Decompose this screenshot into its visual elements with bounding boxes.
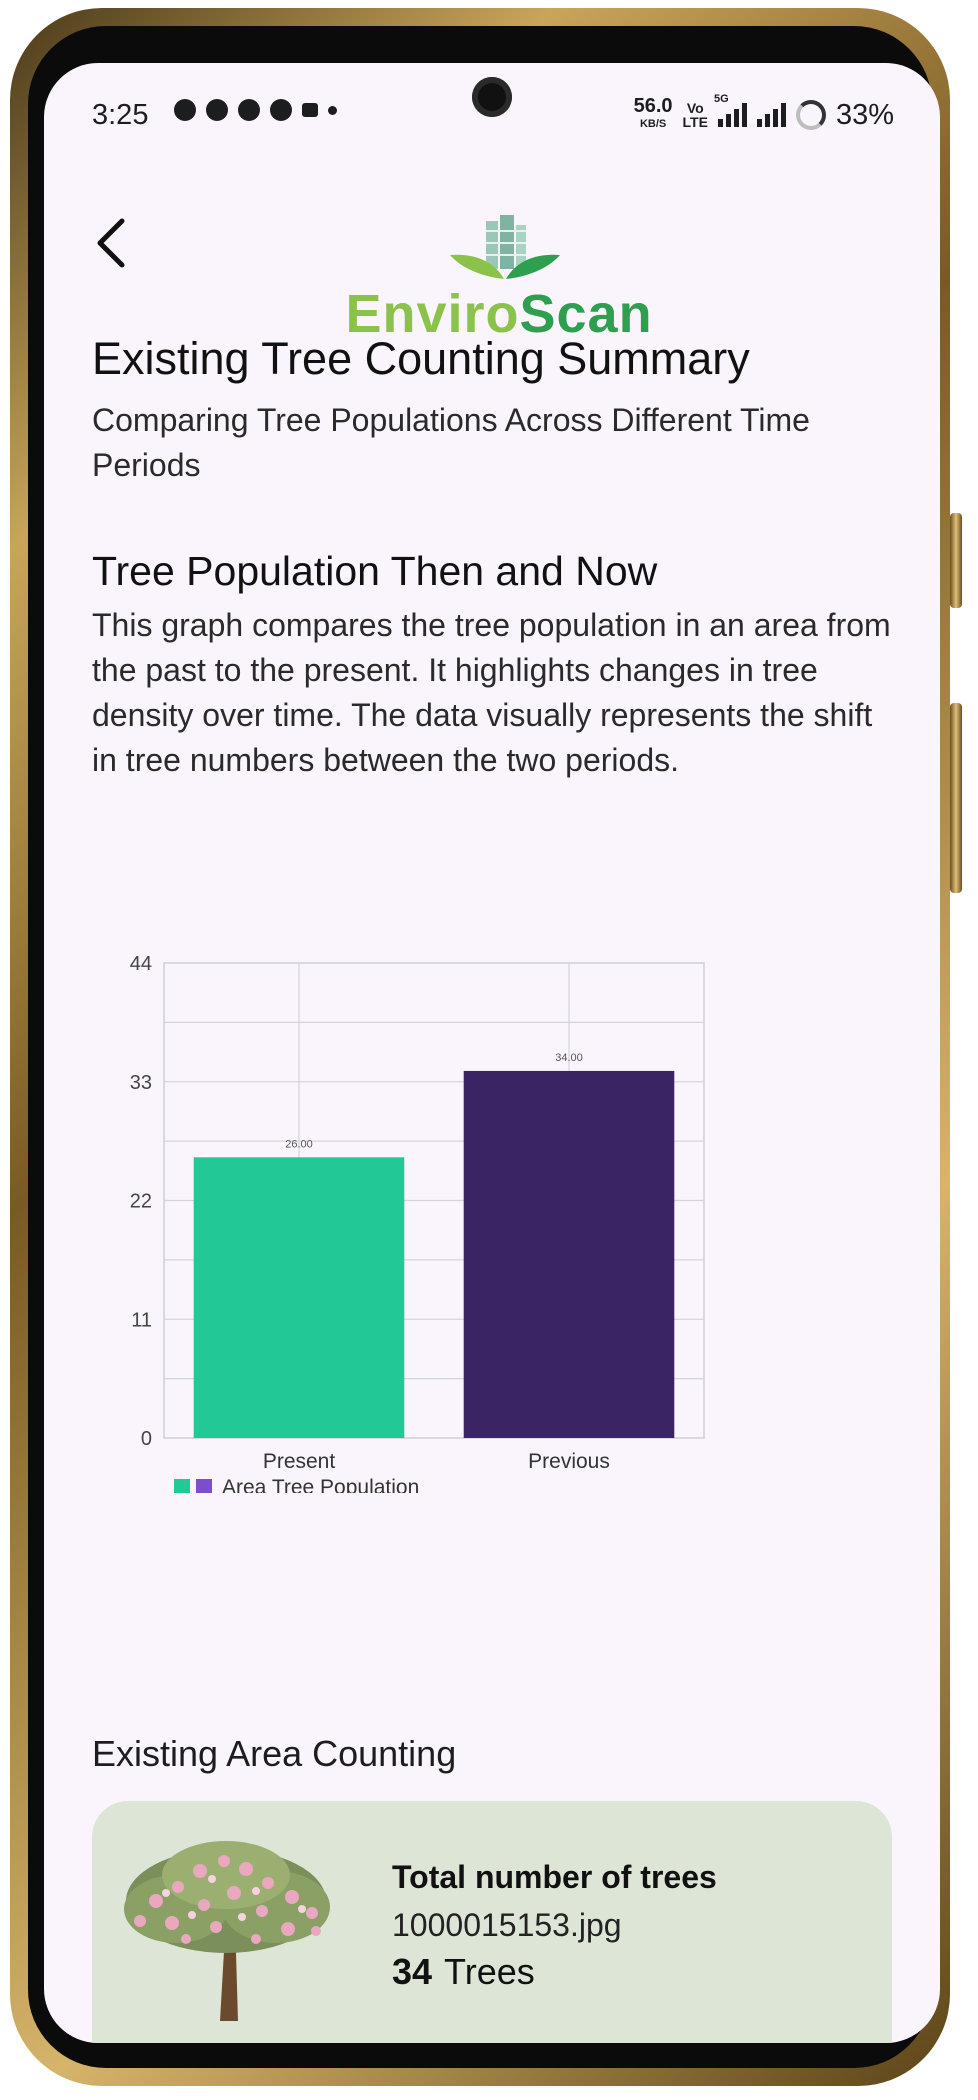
status-right: 56.0 KB/S Vo LTE 5G 33% xyxy=(633,93,894,133)
front-camera xyxy=(472,77,512,117)
page-title: Existing Tree Counting Summary xyxy=(92,333,750,384)
chart-x-tick-label: Present xyxy=(263,1450,336,1473)
logo-text-part2: Scan xyxy=(519,284,653,344)
chart-y-tick-label: 0 xyxy=(141,1428,152,1450)
chart-legend-swatch-previous xyxy=(196,1479,212,1493)
side-button-lower xyxy=(950,703,962,893)
chart-y-tick-label: 33 xyxy=(130,1072,152,1094)
volte-indicator: Vo LTE xyxy=(683,101,708,129)
back-button[interactable] xyxy=(92,208,152,278)
chart-data-label: 34.00 xyxy=(555,1052,583,1064)
chart-x-tick-label: Previous xyxy=(528,1450,610,1473)
chart-data-label: 26.00 xyxy=(285,1138,313,1150)
existing-area-title: Existing Area Counting xyxy=(92,1733,457,1774)
media-icon xyxy=(302,103,318,117)
signal-5g-icon: 5G xyxy=(714,93,747,127)
chart-y-tick-label: 22 xyxy=(130,1191,152,1213)
chart-legend-swatch-present xyxy=(174,1479,190,1493)
flowering-tree-image xyxy=(124,1841,330,2021)
whatsapp-icon xyxy=(238,99,260,121)
location-icon xyxy=(270,99,292,121)
side-button-upper xyxy=(950,513,962,608)
signal-icon xyxy=(756,103,786,127)
graph-description: This graph compares the tree population … xyxy=(92,607,891,778)
app-logo: EnviroScan xyxy=(334,213,664,344)
app-screen: 3:25 56.0 KB/S Vo LTE 5G xyxy=(44,63,940,2043)
tree-count-value: 34 xyxy=(392,1951,433,1992)
network-type: 5G xyxy=(713,93,729,105)
chart-y-tick-label: 11 xyxy=(131,1309,152,1331)
tree-count: 34 Trees xyxy=(392,1951,535,1993)
arrow-left-icon xyxy=(97,218,125,268)
tree-count-unit: Trees xyxy=(444,1951,535,1992)
chart-legend-label: Area Tree Population xyxy=(222,1476,419,1493)
network-speed: 56.0 KB/S xyxy=(633,95,673,133)
chart-y-tick-label: 44 xyxy=(130,953,152,975)
network-speed-value: 56.0 xyxy=(633,95,673,117)
graph-title: Tree Population Then and Now xyxy=(92,548,658,594)
chart-bar-previous xyxy=(463,1070,675,1438)
card-title: Total number of trees xyxy=(392,1859,717,1895)
tree-population-chart: 0 11 22 33 44 26.00 Present 34.00 Previous Area T… xyxy=(130,953,705,1493)
more-notifications-dot-icon xyxy=(328,105,337,115)
snapchat-icon xyxy=(174,99,196,121)
status-time: 3:25 xyxy=(92,99,149,131)
chat-icon xyxy=(206,99,228,121)
network-speed-unit: KB/S xyxy=(639,118,667,130)
image-file-name: 1000015153.jpg xyxy=(392,1907,622,1943)
page-subtitle: Comparing Tree Populations Across Differ… xyxy=(92,402,810,483)
logo-text-part1: Enviro xyxy=(345,284,520,344)
battery-percent: 33% xyxy=(835,98,894,131)
phone-frame: 3:25 56.0 KB/S Vo LTE 5G xyxy=(10,8,962,2086)
chart-bar-present xyxy=(193,1157,405,1438)
battery-icon xyxy=(795,100,826,130)
volte-top: Vo xyxy=(686,100,704,116)
building-leaves-logo xyxy=(450,215,560,279)
volte-bottom: LTE xyxy=(682,114,708,130)
logo-text: EnviroScan xyxy=(334,283,664,345)
status-bar: 3:25 56.0 KB/S Vo LTE 5G xyxy=(44,63,940,143)
tree-count-card[interactable]: Total number of trees 1000015153.jpg 34 T… xyxy=(92,1801,892,2043)
notification-icons xyxy=(174,99,337,121)
